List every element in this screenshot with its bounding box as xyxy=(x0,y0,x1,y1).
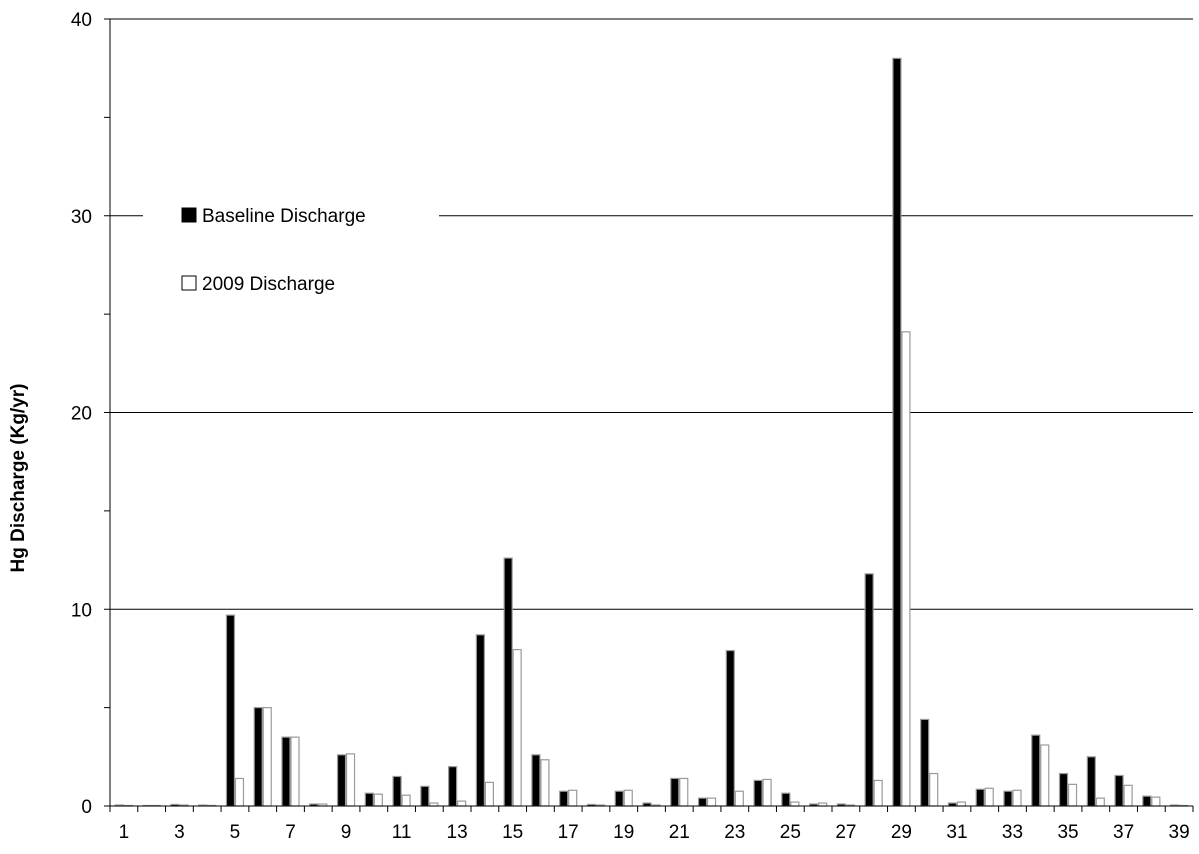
bar-baseline xyxy=(975,788,985,807)
x-tick-label: 1 xyxy=(119,822,130,843)
x-tick-label: 11 xyxy=(392,822,412,843)
bar-2009 xyxy=(956,801,967,807)
bar-2009 xyxy=(734,790,744,807)
bar-2009 xyxy=(706,797,717,807)
bar-baseline xyxy=(725,649,735,807)
bar-baseline xyxy=(475,634,485,807)
bar-baseline xyxy=(1142,795,1152,807)
bar-baseline xyxy=(1114,774,1124,807)
x-tick-label: 39 xyxy=(1169,822,1190,843)
legend-swatch xyxy=(181,275,197,291)
bar-2009 xyxy=(457,800,467,807)
legend-entry-baseline: Baseline Discharge xyxy=(181,206,366,227)
bar-2009 xyxy=(234,777,245,807)
bar-2009 xyxy=(679,777,689,807)
bar-2009 xyxy=(1151,796,1161,807)
bar-baseline xyxy=(920,718,930,807)
bar-baseline xyxy=(781,792,791,807)
bar-2009 xyxy=(290,736,300,807)
bar-2009 xyxy=(484,781,494,807)
bar-2009 xyxy=(1067,783,1078,807)
bar-baseline xyxy=(225,614,236,807)
bar-baseline xyxy=(864,573,874,807)
bar-baseline xyxy=(670,777,680,807)
bar-2009 xyxy=(1040,744,1050,807)
x-tick-label: 29 xyxy=(891,822,912,843)
bar-baseline xyxy=(1003,790,1013,807)
bar-2009 xyxy=(984,787,994,807)
x-tick-label: 13 xyxy=(447,822,468,843)
bar-baseline xyxy=(503,557,513,807)
bar-baseline xyxy=(559,790,569,807)
legend-swatch xyxy=(181,207,197,223)
bar-baseline xyxy=(531,754,541,807)
bar-baseline xyxy=(614,790,624,807)
bar-2009 xyxy=(512,648,522,807)
y-axis-ticks: 0 10 20 30 40 xyxy=(71,10,110,818)
gridlines xyxy=(110,18,1193,610)
bar-baseline xyxy=(1058,772,1069,807)
bar-baseline xyxy=(253,707,263,807)
bar-2009 xyxy=(373,793,383,807)
x-tick-label: 15 xyxy=(502,822,523,843)
bar-2009 xyxy=(873,779,883,807)
y-tick-label: 0 xyxy=(81,797,92,818)
x-tick-label: 31 xyxy=(946,822,967,843)
x-tick-label: 35 xyxy=(1057,822,1078,843)
legend-label: 2009 Discharge xyxy=(202,274,335,295)
bar-baseline xyxy=(892,57,902,807)
bar-baseline xyxy=(1086,756,1096,807)
legend-entry-2009: 2009 Discharge xyxy=(181,274,335,295)
x-tick-label: 27 xyxy=(835,822,856,843)
bar-2009 xyxy=(262,707,272,807)
x-tick-label: 21 xyxy=(669,822,690,843)
bar-baseline xyxy=(420,785,430,807)
legend-label: Baseline Discharge xyxy=(202,206,366,227)
legend: Baseline Discharge 2009 Discharge xyxy=(143,198,439,295)
x-tick-label: 23 xyxy=(724,822,745,843)
bar-baseline xyxy=(753,779,763,807)
bar-2009 xyxy=(929,772,939,807)
bar-2009 xyxy=(1012,789,1022,807)
x-tick-label: 9 xyxy=(341,822,352,843)
bars xyxy=(114,57,1189,807)
bar-baseline xyxy=(392,775,402,807)
x-tick-label: 17 xyxy=(558,822,579,843)
bar-baseline xyxy=(336,754,347,807)
bar-2009 xyxy=(762,778,772,807)
bar-2009 xyxy=(623,789,633,807)
bar-2009 xyxy=(568,789,578,807)
bar-baseline xyxy=(697,797,708,807)
bar-baseline xyxy=(281,736,291,807)
y-axis-title: Hg Discharge (Kg/yr) xyxy=(8,384,29,573)
bar-2009 xyxy=(901,331,911,807)
bar-baseline xyxy=(364,792,374,807)
y-tick-label: 40 xyxy=(71,10,92,31)
x-tick-label: 33 xyxy=(1002,822,1023,843)
bar-baseline xyxy=(1031,734,1041,807)
x-tick-label: 25 xyxy=(780,822,801,843)
bar-2009 xyxy=(540,759,550,807)
bar-2009 xyxy=(401,794,411,807)
bar-2009 xyxy=(790,801,800,807)
y-tick-label: 20 xyxy=(71,404,92,425)
x-tick-label: 7 xyxy=(285,822,296,843)
bar-2009 xyxy=(1095,797,1105,807)
y-tick-label: 10 xyxy=(71,600,92,621)
x-tick-label: 3 xyxy=(174,822,185,843)
x-axis-ticks: 1 3 5 7 9 11 13 15 17 19 21 23 25 27 29 31 33 35 37 39 xyxy=(109,806,1194,843)
x-tick-label: 19 xyxy=(613,822,634,843)
x-tick-label: 37 xyxy=(1113,822,1134,843)
bar-2009 xyxy=(345,753,356,807)
x-tick-label: 5 xyxy=(230,822,241,843)
bar-baseline xyxy=(448,766,458,807)
bar-2009 xyxy=(1123,784,1133,807)
y-tick-label: 30 xyxy=(71,207,92,228)
